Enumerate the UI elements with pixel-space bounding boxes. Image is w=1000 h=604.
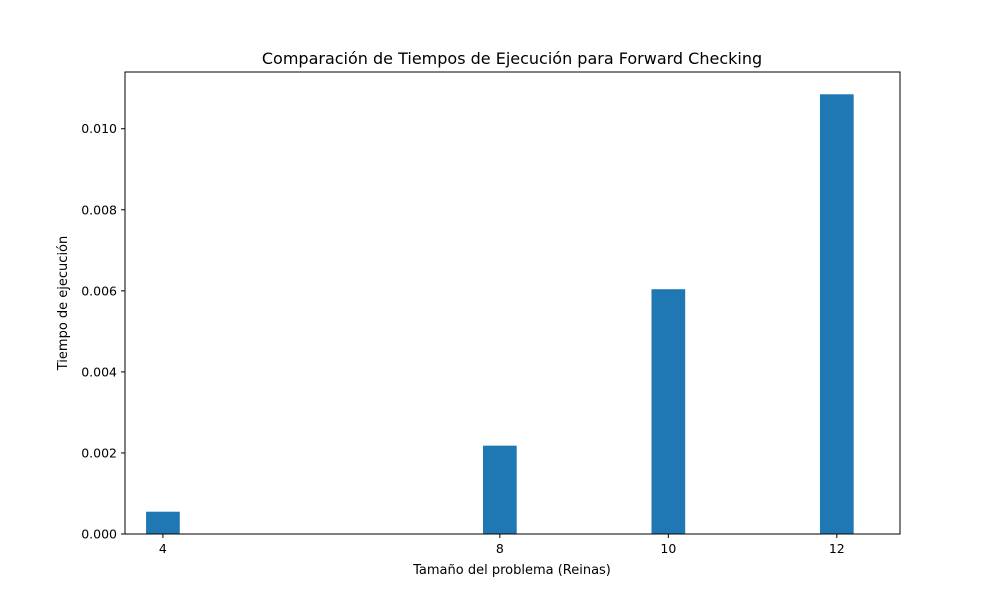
bar-12 [819,94,854,534]
y-tick-label: 0.000 [81,527,117,542]
x-tick-label: 4 [159,541,167,556]
y-tick-label: 0.006 [81,283,117,298]
x-axis-ticks: 4 8 10 12 [159,534,845,556]
bar-4 [146,511,180,534]
x-tick-label: 8 [496,541,504,556]
chart-title: Comparación de Tiempos de Ejecución para… [262,49,762,68]
bar-8 [483,445,517,534]
bars-layer [146,94,854,534]
bar-10 [651,289,686,534]
x-axis-label: Tamaño del problema (Reinas) [412,563,611,578]
y-tick-label: 0.010 [81,121,117,136]
plot-area-frame [124,71,901,535]
x-tick-label: 10 [660,541,676,556]
y-tick-label: 0.002 [81,445,117,460]
y-tick-label: 0.004 [81,364,117,379]
y-axis-ticks: 0.000 0.002 0.004 0.006 0.008 0.010 [81,121,125,542]
x-tick-label: 12 [829,541,845,556]
y-tick-label: 0.008 [81,202,117,217]
y-axis-label: Tiempo de ejecución [56,236,71,371]
